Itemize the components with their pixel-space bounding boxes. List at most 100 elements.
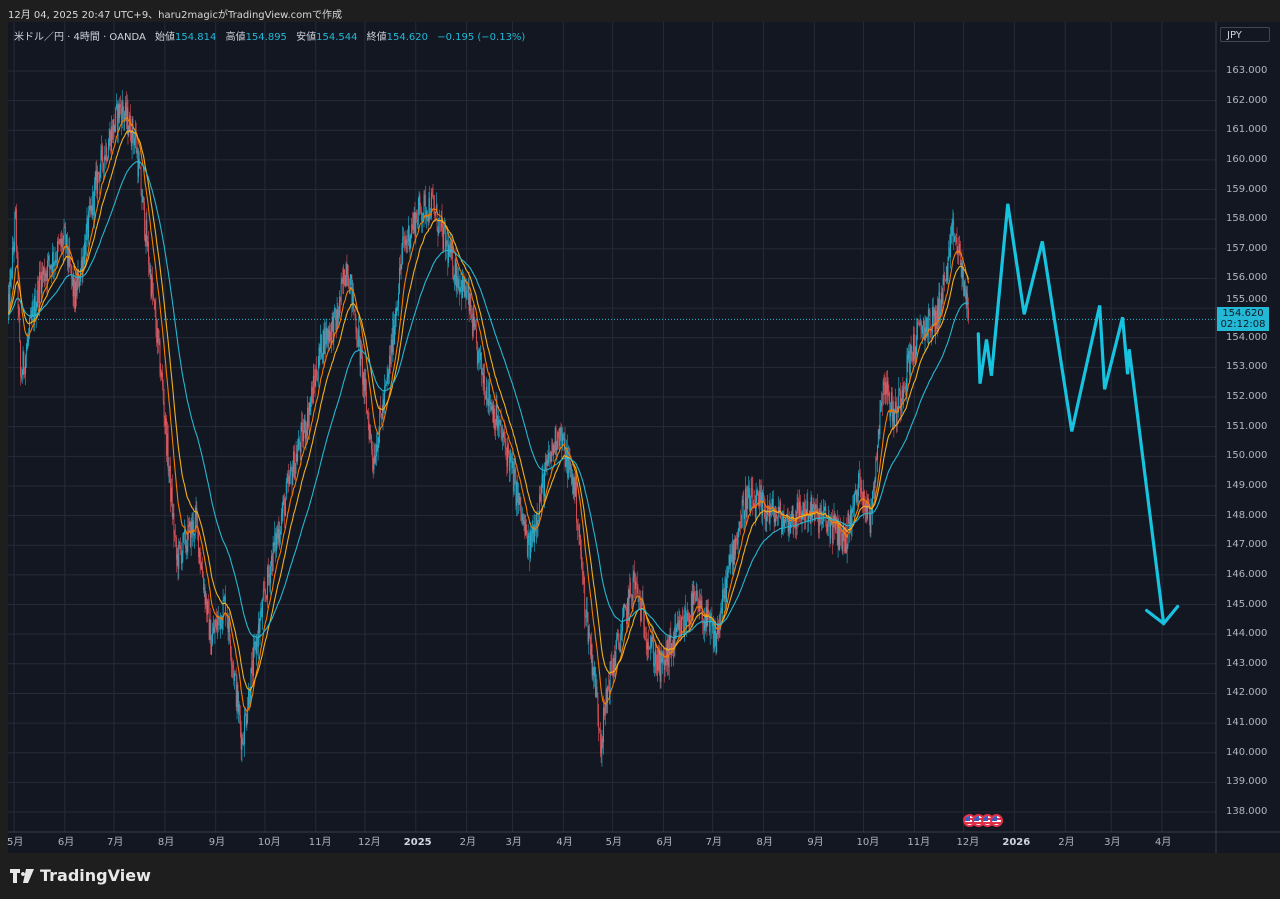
candle <box>212 633 213 644</box>
candle <box>575 482 577 497</box>
candle <box>711 619 713 627</box>
candle <box>927 318 928 337</box>
candle <box>553 444 554 455</box>
candle <box>877 445 878 460</box>
candle <box>170 465 172 503</box>
candle <box>159 340 161 376</box>
candle <box>66 234 67 249</box>
candle <box>185 545 187 549</box>
candle <box>275 532 276 551</box>
candle <box>184 529 185 535</box>
candle <box>289 475 290 485</box>
candle <box>946 266 948 281</box>
candle <box>397 305 399 308</box>
symbol-name[interactable]: 米ドル／円 · 4時間 · OANDA <box>14 32 146 43</box>
candle <box>453 275 454 280</box>
chart-area[interactable] <box>8 22 1280 853</box>
candle <box>99 169 101 182</box>
candle <box>757 490 759 493</box>
candle <box>476 342 478 366</box>
candle <box>558 432 559 438</box>
candle <box>682 617 684 628</box>
candle <box>356 333 358 340</box>
projection-path <box>976 203 1166 626</box>
candle <box>208 606 210 640</box>
candle <box>776 513 777 519</box>
candle <box>261 607 263 617</box>
candle <box>23 352 25 371</box>
candle <box>663 652 665 670</box>
candle <box>927 309 929 337</box>
candle <box>327 329 329 340</box>
price-axis-label: 149.000 <box>1226 479 1268 491</box>
candle <box>375 456 377 463</box>
candle <box>841 536 843 552</box>
candle <box>417 219 418 225</box>
candle <box>552 443 554 455</box>
candle <box>214 626 216 633</box>
candle <box>803 502 805 512</box>
candle <box>677 622 679 631</box>
price-axis-label: 144.000 <box>1226 628 1268 640</box>
candle <box>140 169 142 196</box>
candle <box>118 104 120 118</box>
candle <box>247 706 249 720</box>
candle <box>556 448 558 451</box>
candle <box>941 293 942 313</box>
candle <box>116 104 118 131</box>
price-axis-label: 152.000 <box>1226 391 1268 403</box>
candle <box>171 487 173 517</box>
candle <box>63 227 65 240</box>
candle <box>559 427 561 447</box>
candle <box>833 514 835 519</box>
candle <box>571 467 572 485</box>
candle <box>354 309 356 319</box>
us-flag-icon[interactable] <box>990 814 1003 827</box>
candle <box>613 657 614 676</box>
candle <box>439 218 440 221</box>
candle <box>84 242 85 264</box>
tradingview-logo[interactable]: TradingView <box>10 866 151 885</box>
candle <box>743 502 745 520</box>
candle <box>921 329 923 334</box>
candle <box>213 627 215 633</box>
candle <box>58 242 60 244</box>
candle <box>145 220 147 243</box>
candle <box>729 555 731 566</box>
candle <box>95 170 97 182</box>
candle <box>459 287 461 293</box>
candle <box>860 488 862 493</box>
candle <box>303 430 304 442</box>
candle <box>242 738 244 743</box>
candle <box>624 604 626 608</box>
candle <box>348 275 349 288</box>
candle <box>56 260 58 263</box>
candle <box>818 512 820 533</box>
candle <box>360 346 362 366</box>
candle <box>201 566 203 569</box>
candle <box>601 738 603 754</box>
candle <box>316 369 317 378</box>
candle <box>117 104 119 131</box>
candle <box>557 432 559 449</box>
candle <box>555 427 557 451</box>
candle <box>193 520 194 536</box>
price-axis-label: 141.000 <box>1226 717 1268 729</box>
candle <box>10 270 12 280</box>
candle <box>604 707 605 717</box>
candle <box>873 486 875 488</box>
candle <box>491 405 493 410</box>
currency-button[interactable]: JPY <box>1220 27 1270 42</box>
candle <box>367 411 368 413</box>
candle <box>207 601 208 615</box>
candle <box>795 518 796 528</box>
candle <box>886 380 888 395</box>
candle <box>102 145 103 164</box>
candle <box>763 492 764 503</box>
candle <box>200 563 202 569</box>
candle <box>685 607 686 627</box>
candle <box>326 328 327 345</box>
candle <box>203 587 205 590</box>
candle <box>331 317 333 324</box>
